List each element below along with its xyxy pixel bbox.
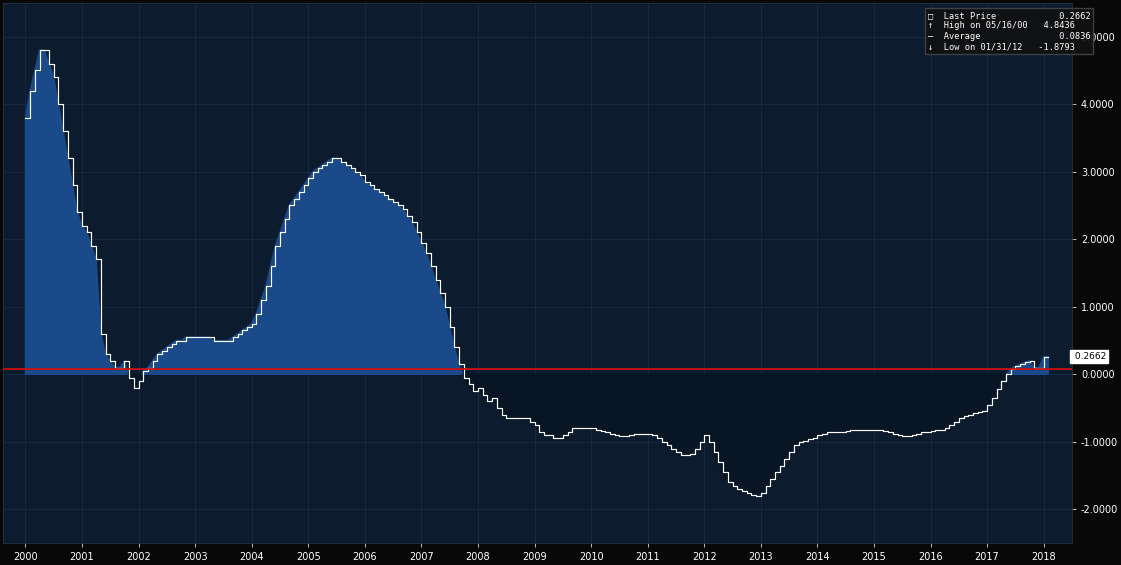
Text: 0.2662: 0.2662: [1072, 352, 1106, 361]
Text: □  Last Price            0.2662
↑  High on 05/16/00   4.8436
—  Average         : □ Last Price 0.2662 ↑ High on 05/16/00 4…: [927, 11, 1091, 51]
